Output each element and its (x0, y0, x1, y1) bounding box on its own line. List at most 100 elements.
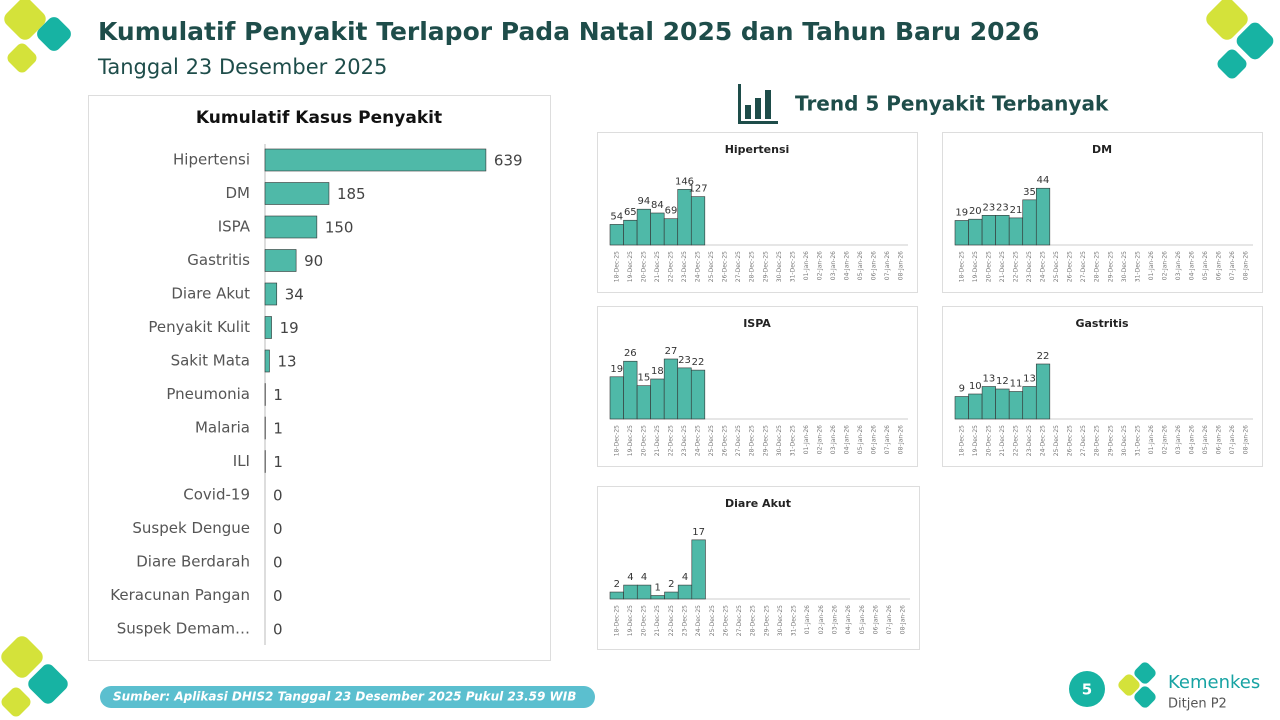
bar (995, 215, 1010, 246)
subtitle: Tanggal 23 Desember 2025 (97, 55, 387, 79)
value-label: 12 (996, 376, 1009, 387)
chart-title: Hipertensi (725, 143, 790, 156)
x-tick-label: 23-Dec-25 (1026, 425, 1033, 456)
x-tick-label: 08-Jan-26 (1243, 251, 1250, 280)
category-label: Diare Berdarah (136, 553, 250, 571)
x-tick-label: 18-Dec-25 (958, 251, 965, 282)
bar (1008, 217, 1024, 246)
value-label: 44 (1037, 175, 1050, 186)
x-tick-label: 22-Dec-25 (667, 251, 674, 282)
x-tick-label: 06-Jan-26 (872, 605, 879, 634)
x-tick-label: 25-Dec-25 (1053, 251, 1060, 282)
category-label: Gastritis (187, 251, 250, 269)
bar (1022, 199, 1037, 246)
x-tick-label: 18-Dec-25 (613, 251, 620, 282)
x-tick-label: 20-Dec-25 (640, 251, 647, 282)
x-tick-label: 07-Jan-26 (1229, 425, 1236, 454)
x-tick-label: 05-Jan-26 (859, 605, 866, 634)
value-label: 19 (955, 207, 968, 218)
value-label: 1 (273, 420, 283, 438)
bar (677, 367, 692, 420)
category-label: DM (226, 184, 251, 202)
x-tick-label: 03-Jan-26 (830, 251, 837, 280)
value-label: 2 (614, 579, 620, 590)
x-tick-label: 02-Jan-26 (816, 425, 823, 454)
value-label: 0 (273, 621, 283, 639)
x-tick-label: 03-Jan-26 (832, 605, 839, 634)
bar (264, 249, 297, 272)
bar (663, 358, 679, 420)
bar (995, 388, 1010, 420)
x-tick-label: 20-Dec-25 (640, 425, 647, 456)
value-label: 65 (624, 207, 637, 218)
bar (664, 591, 679, 600)
main-panel (88, 95, 551, 661)
bar (1035, 363, 1051, 420)
x-tick-label: 02-Jan-26 (816, 251, 823, 280)
x-tick-label: 23-Dec-25 (681, 251, 688, 282)
x-tick-label: 06-Jan-26 (1216, 251, 1223, 280)
x-tick-label: 19-Dec-25 (627, 605, 634, 636)
value-label: 15 (637, 373, 650, 384)
bar (264, 215, 318, 239)
bar (690, 369, 706, 420)
value-label: 0 (273, 520, 283, 538)
value-label: 13 (277, 353, 296, 371)
bar (981, 215, 996, 246)
value-label: 90 (304, 252, 323, 270)
value-label: 35 (1023, 187, 1036, 198)
x-tick-label: 03-Jan-26 (830, 425, 837, 454)
x-tick-label: 30-Dec-25 (777, 605, 784, 636)
chart-panel (597, 486, 920, 650)
category-label: Keracunan Pangan (110, 586, 250, 604)
x-tick-label: 05-Jan-26 (857, 251, 864, 280)
x-tick-label: 30-Dec-25 (1121, 425, 1128, 456)
value-label: 9 (959, 384, 965, 395)
category-label: Suspek Dengue (132, 519, 250, 537)
trend-icon (738, 84, 778, 124)
logo-unit: Ditjen P2 (1168, 697, 1227, 712)
bar (954, 396, 969, 420)
x-tick-label: 18-Dec-25 (958, 425, 965, 456)
source: Sumber: Aplikasi DHIS2 Tanggal 23 Desemb… (113, 690, 576, 704)
bar (690, 196, 706, 246)
x-tick-label: 25-Dec-25 (709, 605, 716, 636)
x-tick-label: 08-Jan-26 (898, 251, 905, 280)
x-tick-label: 05-Jan-26 (857, 425, 864, 454)
value-label: 19 (280, 319, 299, 337)
x-tick-label: 06-Jan-26 (1216, 425, 1223, 454)
x-tick-label: 19-Dec-25 (972, 251, 979, 282)
value-label: 4 (627, 572, 633, 583)
value-label: 13 (982, 374, 995, 385)
value-label: 23 (982, 202, 995, 213)
x-tick-label: 08-Jan-26 (898, 425, 905, 454)
x-tick-label: 27-Dec-25 (1080, 425, 1087, 456)
value-label: 127 (688, 184, 707, 195)
x-tick-label: 29-Dec-25 (763, 605, 770, 636)
x-tick-label: 28-Dec-25 (749, 251, 756, 282)
value-label: 0 (273, 487, 283, 505)
x-tick-label: 07-Jan-26 (1229, 251, 1236, 280)
bar (623, 219, 638, 246)
chart-panel (597, 306, 918, 467)
category-label: ILI (233, 452, 250, 470)
value-label: 69 (665, 206, 678, 217)
value-label: 23 (996, 202, 1009, 213)
x-tick-label: 25-Dec-25 (708, 251, 715, 282)
value-label: 0 (273, 554, 283, 572)
x-tick-label: 18-Dec-25 (613, 425, 620, 456)
x-tick-label: 02-Jan-26 (818, 605, 825, 634)
x-tick-label: 24-Dec-25 (695, 251, 702, 282)
x-tick-label: 01-Jan-26 (803, 251, 810, 280)
x-tick-label: 27-Dec-25 (736, 605, 743, 636)
logo-mark (1118, 662, 1156, 708)
bar (264, 316, 272, 339)
title: Kumulatif Penyakit Terlapor Pada Natal 2… (98, 17, 1039, 46)
category-label: Hipertensi (173, 151, 250, 169)
value-label: 185 (337, 185, 366, 203)
bar (609, 224, 624, 246)
chart-title: Diare Akut (725, 497, 791, 510)
bar (636, 385, 651, 420)
x-tick-label: 20-Dec-25 (985, 251, 992, 282)
